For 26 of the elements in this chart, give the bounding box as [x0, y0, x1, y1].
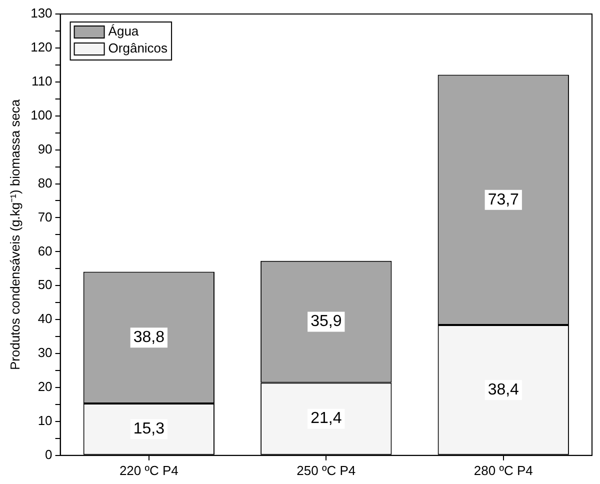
y-tick-label: 110 [32, 73, 52, 88]
data-label: 73,7 [488, 191, 520, 208]
y-tick-label: 120 [30, 40, 52, 55]
y-tick-label: 60 [38, 243, 52, 258]
y-axis-title: Produtos condensáveis (g.kg⁻¹) biomassa seca [7, 98, 22, 370]
data-label: 21,4 [310, 410, 342, 428]
y-tick-label: 90 [38, 141, 52, 156]
y-tick-label: 0 [45, 446, 52, 462]
y-tick-label: 30 [38, 345, 52, 360]
data-label: 38,8 [133, 328, 165, 346]
x-tick-label: 220 ºC P4 [119, 462, 178, 478]
data-label: 38,4 [488, 381, 520, 398]
y-tick-label: 130 [30, 6, 52, 21]
x-tick-label: 250 ºC P4 [296, 462, 356, 478]
data-label: 15,3 [133, 420, 165, 438]
y-tick-label: 70 [38, 209, 52, 224]
y-tick-label: 100 [30, 107, 52, 122]
x-tick-label: 280 ºC P4 [474, 462, 533, 478]
y-tick-label: 50 [38, 277, 52, 292]
y-tick-label: 40 [38, 311, 52, 326]
data-label: 35,9 [310, 313, 342, 330]
y-tick-label: 10 [38, 413, 52, 428]
y-tick-label: 20 [38, 379, 52, 394]
y-tick-label: 80 [38, 175, 52, 190]
legend-label: Água [108, 24, 140, 39]
legend-label: Orgânicos [108, 40, 168, 56]
